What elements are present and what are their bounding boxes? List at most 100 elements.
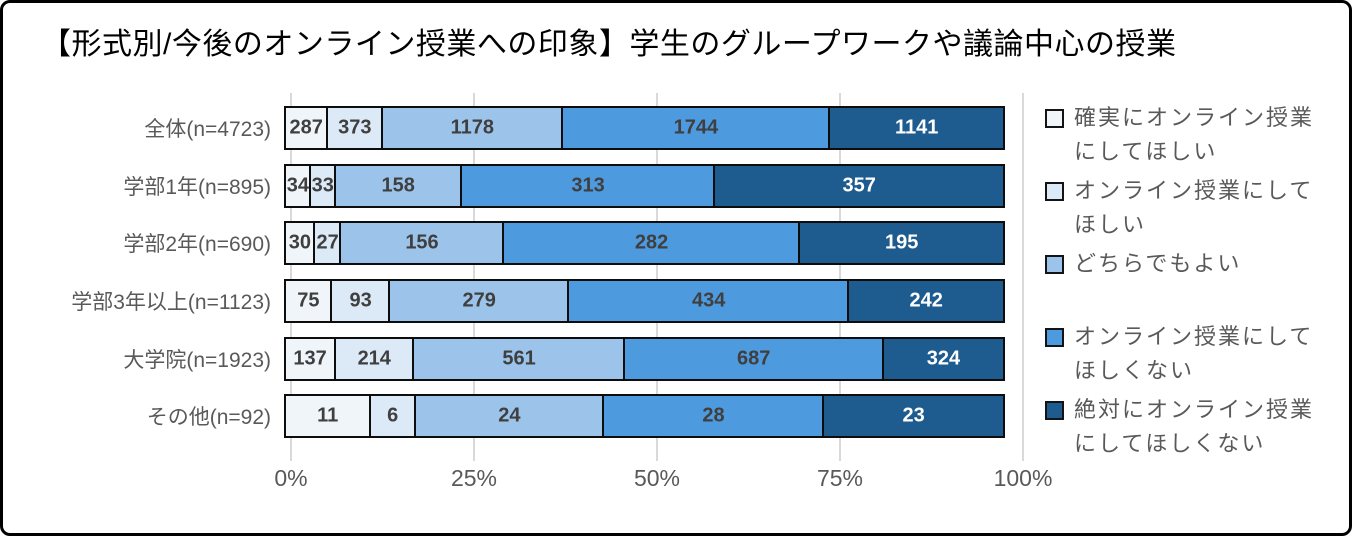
gridline (839, 93, 841, 461)
gridline (290, 93, 292, 461)
segment-value-label: 279 (462, 289, 496, 312)
segment-value-label: 434 (692, 289, 726, 312)
legend-swatch (1045, 255, 1064, 274)
bar-segment: 287 (284, 105, 329, 150)
segment-value-label: 158 (381, 174, 415, 197)
stacked-bar: 287 373 1178 1744 1141 (284, 105, 1015, 150)
segment-value-label: 313 (571, 174, 605, 197)
axis-tick-label: 50% (633, 465, 681, 491)
bar-segment: 1141 (828, 105, 1005, 150)
axis-tick-label: 100% (993, 465, 1053, 491)
gridline (473, 93, 475, 461)
bar-segment: 687 (623, 336, 885, 381)
legend-swatch (1045, 182, 1064, 201)
bar-segment: 24 (414, 394, 605, 439)
gridline (1022, 93, 1024, 461)
category-label: 学部1年(n=895) (123, 175, 271, 199)
legend-swatch (1045, 109, 1064, 128)
legend-label: 確実にオンライン授業にしてほしい (1074, 105, 1315, 164)
segment-value-label: 27 (316, 231, 339, 254)
legend-item: 確実にオンライン授業にしてほしい (1045, 101, 1349, 174)
segment-value-label: 24 (498, 404, 521, 427)
segment-value-label: 1141 (894, 116, 939, 139)
category-label: 学部2年(n=690) (123, 233, 271, 257)
bar-segment: 373 (325, 105, 384, 150)
segment-value-label: 1744 (673, 116, 719, 139)
bar-segment: 30 (284, 221, 316, 266)
segment-value-label: 137 (293, 347, 327, 370)
segment-value-label: 373 (338, 116, 372, 139)
segment-value-label: 282 (634, 231, 669, 254)
stacked-bar: 11 6 24 28 23 (284, 394, 1015, 439)
category-label: 学部3年以上(n=1123) (71, 290, 271, 314)
stacked-bar: 75 93 279 434 242 (284, 278, 1015, 323)
bar-segment: 195 (798, 221, 1005, 266)
segment-value-label: 561 (502, 347, 536, 370)
bar-segment: 1744 (560, 105, 831, 150)
bar-segment: 27 (313, 221, 342, 266)
legend-item: どちらでもよい (1045, 247, 1349, 320)
segment-value-label: 93 (349, 289, 372, 312)
legend-item: オンライン授業にしてほしい (1045, 174, 1349, 247)
bar-segment: 11 (284, 394, 372, 439)
category-label: 大学院(n=1923) (123, 348, 271, 372)
category-label: 全体(n=4723) (144, 117, 271, 141)
legend-label: オンライン授業にしてほしい (1074, 178, 1314, 237)
bar-segment: 23 (822, 394, 1005, 439)
bar-segment: 282 (502, 221, 801, 266)
segment-value-label: 357 (842, 174, 876, 197)
stacked-bar: 137 214 561 687 324 (284, 336, 1015, 381)
segment-value-label: 156 (405, 231, 439, 254)
bar-segment: 434 (567, 278, 850, 323)
bar-segment: 357 (713, 163, 1005, 208)
bar-segment: 156 (339, 221, 505, 266)
segment-value-label: 23 (902, 404, 925, 427)
bar-segment: 313 (460, 163, 716, 208)
bar-segment: 28 (602, 394, 825, 439)
segment-value-label: 195 (884, 231, 919, 254)
stacked-bar: 34 33 158 313 357 (284, 163, 1015, 208)
axis-tick-label: 25% (450, 465, 498, 491)
bar-segment: 75 (284, 278, 333, 323)
bar-segment: 561 (412, 336, 626, 381)
segment-value-label: 687 (737, 347, 771, 370)
legend: 確実にオンライン授業にしてほしい オンライン授業にしてほしいどちらでもよいオンライ… (1045, 101, 1349, 466)
axis-tick-label: 0% (274, 465, 308, 491)
bar-segment: 6 (368, 394, 417, 439)
bar-row: 全体(n=4723) 287 373 1178 1744 1141 (3, 99, 1023, 157)
bar-segment: 324 (881, 336, 1005, 381)
legend-label: オンライン授業にしてほしくない (1074, 324, 1314, 383)
bar-row: 学部1年(n=895) 34 33 158 313 357 (3, 157, 1023, 215)
category-label: その他(n=92) (146, 406, 271, 430)
bar-segment: 137 (284, 336, 337, 381)
bar-segment: 242 (847, 278, 1005, 323)
segment-value-label: 6 (387, 404, 399, 427)
legend-label: 絶対にオンライン授業にしてほしくない (1074, 397, 1315, 456)
segment-value-label: 324 (926, 347, 961, 370)
segment-value-label: 75 (297, 289, 320, 312)
gridline (656, 93, 658, 461)
stacked-bar: 30 27 156 282 195 (284, 221, 1015, 266)
legend-item: オンライン授業にしてほしくない (1045, 320, 1349, 393)
bar-row: 大学院(n=1923) 137 214 561 687 324 (3, 330, 1023, 388)
bar-segment: 1178 (381, 105, 564, 150)
segment-value-label: 28 (702, 404, 725, 427)
segment-value-label: 34 (286, 174, 309, 197)
bar-row: その他(n=92) 11 6 24 28 23 (3, 387, 1023, 445)
legend-label: どちらでもよい (1074, 251, 1242, 276)
segment-value-label: 30 (288, 231, 312, 254)
bar-row: 学部2年(n=690) 30 27 156 282 195 (3, 214, 1023, 272)
segment-value-label: 11 (317, 404, 339, 427)
bar-segment: 34 (284, 163, 312, 208)
legend-item: 絶対にオンライン授業にしてほしくない (1045, 393, 1349, 466)
legend-swatch (1045, 328, 1064, 347)
bar-row: 学部3年以上(n=1123) 75 93 279 434 242 (3, 272, 1023, 330)
bar-segment: 158 (333, 163, 463, 208)
bar-rows: 全体(n=4723) 287 373 1178 1744 1141 学部1年(n=895) 3… (3, 99, 1023, 445)
bar-segment: 279 (388, 278, 570, 323)
chart-title: 【形式別/今後のオンライン授業への印象】学生のグループワークや議論中心の授業 (41, 28, 1177, 61)
segment-value-label: 33 (311, 174, 334, 197)
segment-value-label: 1178 (450, 116, 494, 139)
plot-gridlines (290, 93, 1024, 461)
